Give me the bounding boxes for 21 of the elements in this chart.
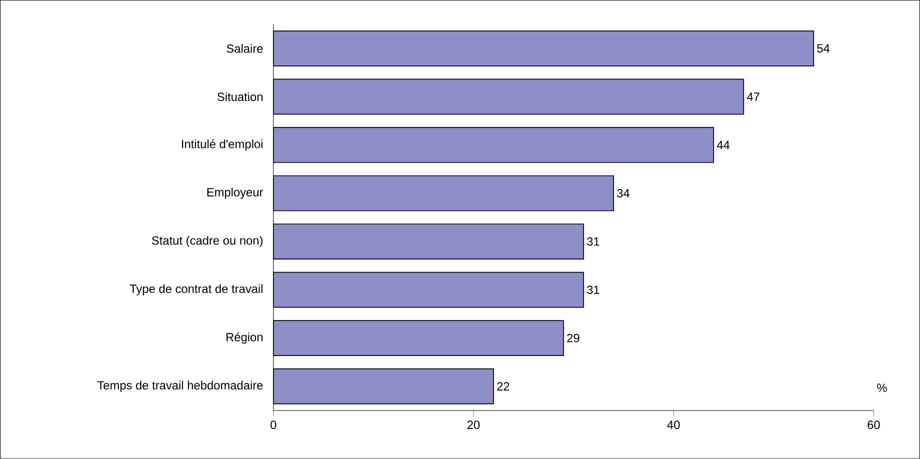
y-tick-label: Temps de travail hebdomadaire [97,380,263,392]
data-label: 54 [817,44,830,53]
data-label: 31 [587,237,600,246]
data-label: 31 [587,286,600,294]
data-label: 44 [716,141,730,150]
y-tick-label: Employeur [207,188,264,199]
x-tick-label: 0 [270,420,276,430]
y-tick-label: Intitulé d'emploi [182,139,262,151]
data-label: 29 [567,334,580,342]
x-tick-label: 40 [667,420,680,430]
data-label: 47 [746,92,760,101]
y-tick-label: Type de contrat de travail [130,284,262,296]
x-tick-label: 60 [868,420,880,430]
y-tick-label: Situation [217,92,262,102]
data-label: 34 [617,189,630,198]
x-tick-label: 20 [467,420,480,430]
text: % [877,384,887,392]
y-tick-label: Région [226,332,262,344]
y-tick-label: Salaire [226,44,263,53]
data-label: 22 [497,382,510,391]
y-tick-label: Statut (cadre ou non) [152,236,263,248]
